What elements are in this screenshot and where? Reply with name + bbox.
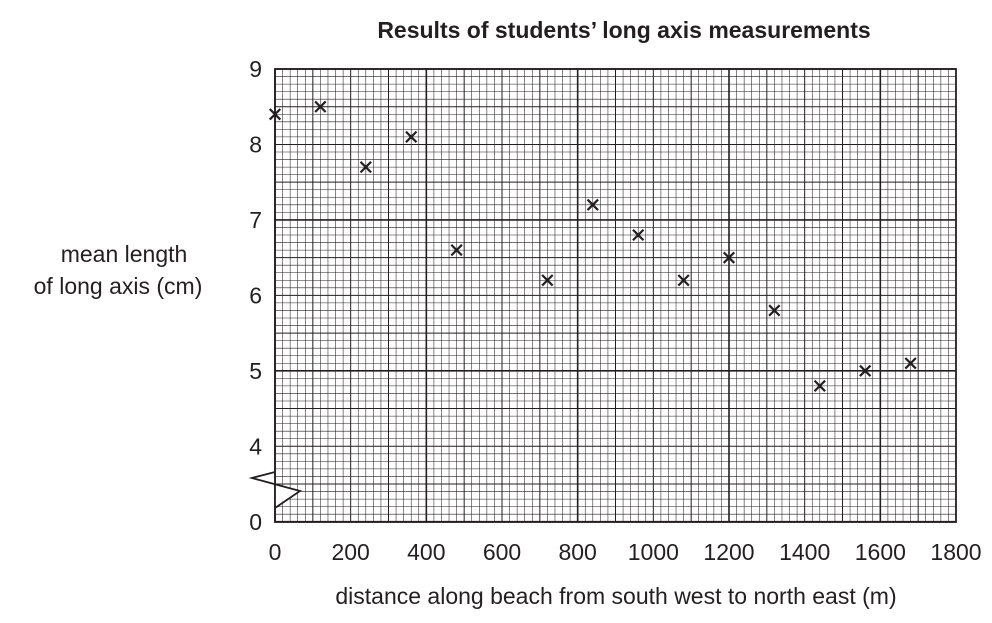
data-point bbox=[541, 274, 554, 287]
x-axis-label: distance along beach from south west to … bbox=[335, 583, 896, 609]
data-point bbox=[813, 379, 826, 392]
x-tick-label: 600 bbox=[483, 539, 521, 565]
chart-title: Results of students’ long axis measureme… bbox=[377, 17, 870, 43]
y-axis-break bbox=[248, 471, 303, 509]
y-tick-label: 4 bbox=[249, 433, 262, 459]
x-tick-label: 1000 bbox=[628, 539, 679, 565]
grid bbox=[274, 68, 957, 523]
y-tick-label: 7 bbox=[249, 207, 262, 233]
x-tick-label: 1400 bbox=[779, 539, 830, 565]
x-tick-label: 0 bbox=[269, 539, 282, 565]
data-point bbox=[359, 161, 372, 174]
y-axis-label-line-2: of long axis (cm) bbox=[34, 273, 203, 299]
data-point bbox=[722, 251, 736, 264]
x-tick-labels: 0 200 400 600 800 1000 1200 1400 1600 1800 bbox=[269, 539, 982, 565]
data-point bbox=[314, 100, 327, 113]
x-tick-label: 400 bbox=[407, 539, 445, 565]
axis-break-zigzag bbox=[248, 471, 303, 509]
x-tick-label: 1800 bbox=[930, 539, 981, 565]
data-point bbox=[632, 228, 645, 242]
data-point bbox=[859, 364, 872, 377]
data-point bbox=[450, 244, 463, 257]
x-tick-label: 1200 bbox=[703, 539, 754, 565]
plot-frame bbox=[274, 68, 957, 523]
x-tick-label: 800 bbox=[558, 539, 596, 565]
y-tick-label: 0 bbox=[249, 509, 262, 535]
data-point bbox=[586, 198, 599, 211]
y-axis-label-line-1: mean length bbox=[61, 241, 188, 267]
data-points bbox=[268, 100, 917, 392]
y-tick-labels: 0 4 5 6 7 8 9 bbox=[249, 56, 262, 535]
data-point bbox=[904, 357, 917, 370]
x-tick-label: 1600 bbox=[855, 539, 906, 565]
y-tick-label: 9 bbox=[249, 56, 262, 82]
y-tick-label: 8 bbox=[249, 131, 262, 157]
x-tick-label: 200 bbox=[331, 539, 369, 565]
data-point bbox=[677, 274, 690, 287]
data-point bbox=[268, 108, 282, 121]
data-point bbox=[768, 304, 781, 317]
data-point bbox=[405, 130, 418, 143]
y-tick-label: 6 bbox=[249, 282, 262, 308]
axis-break-mask bbox=[252, 478, 300, 506]
y-tick-label: 5 bbox=[249, 358, 262, 384]
